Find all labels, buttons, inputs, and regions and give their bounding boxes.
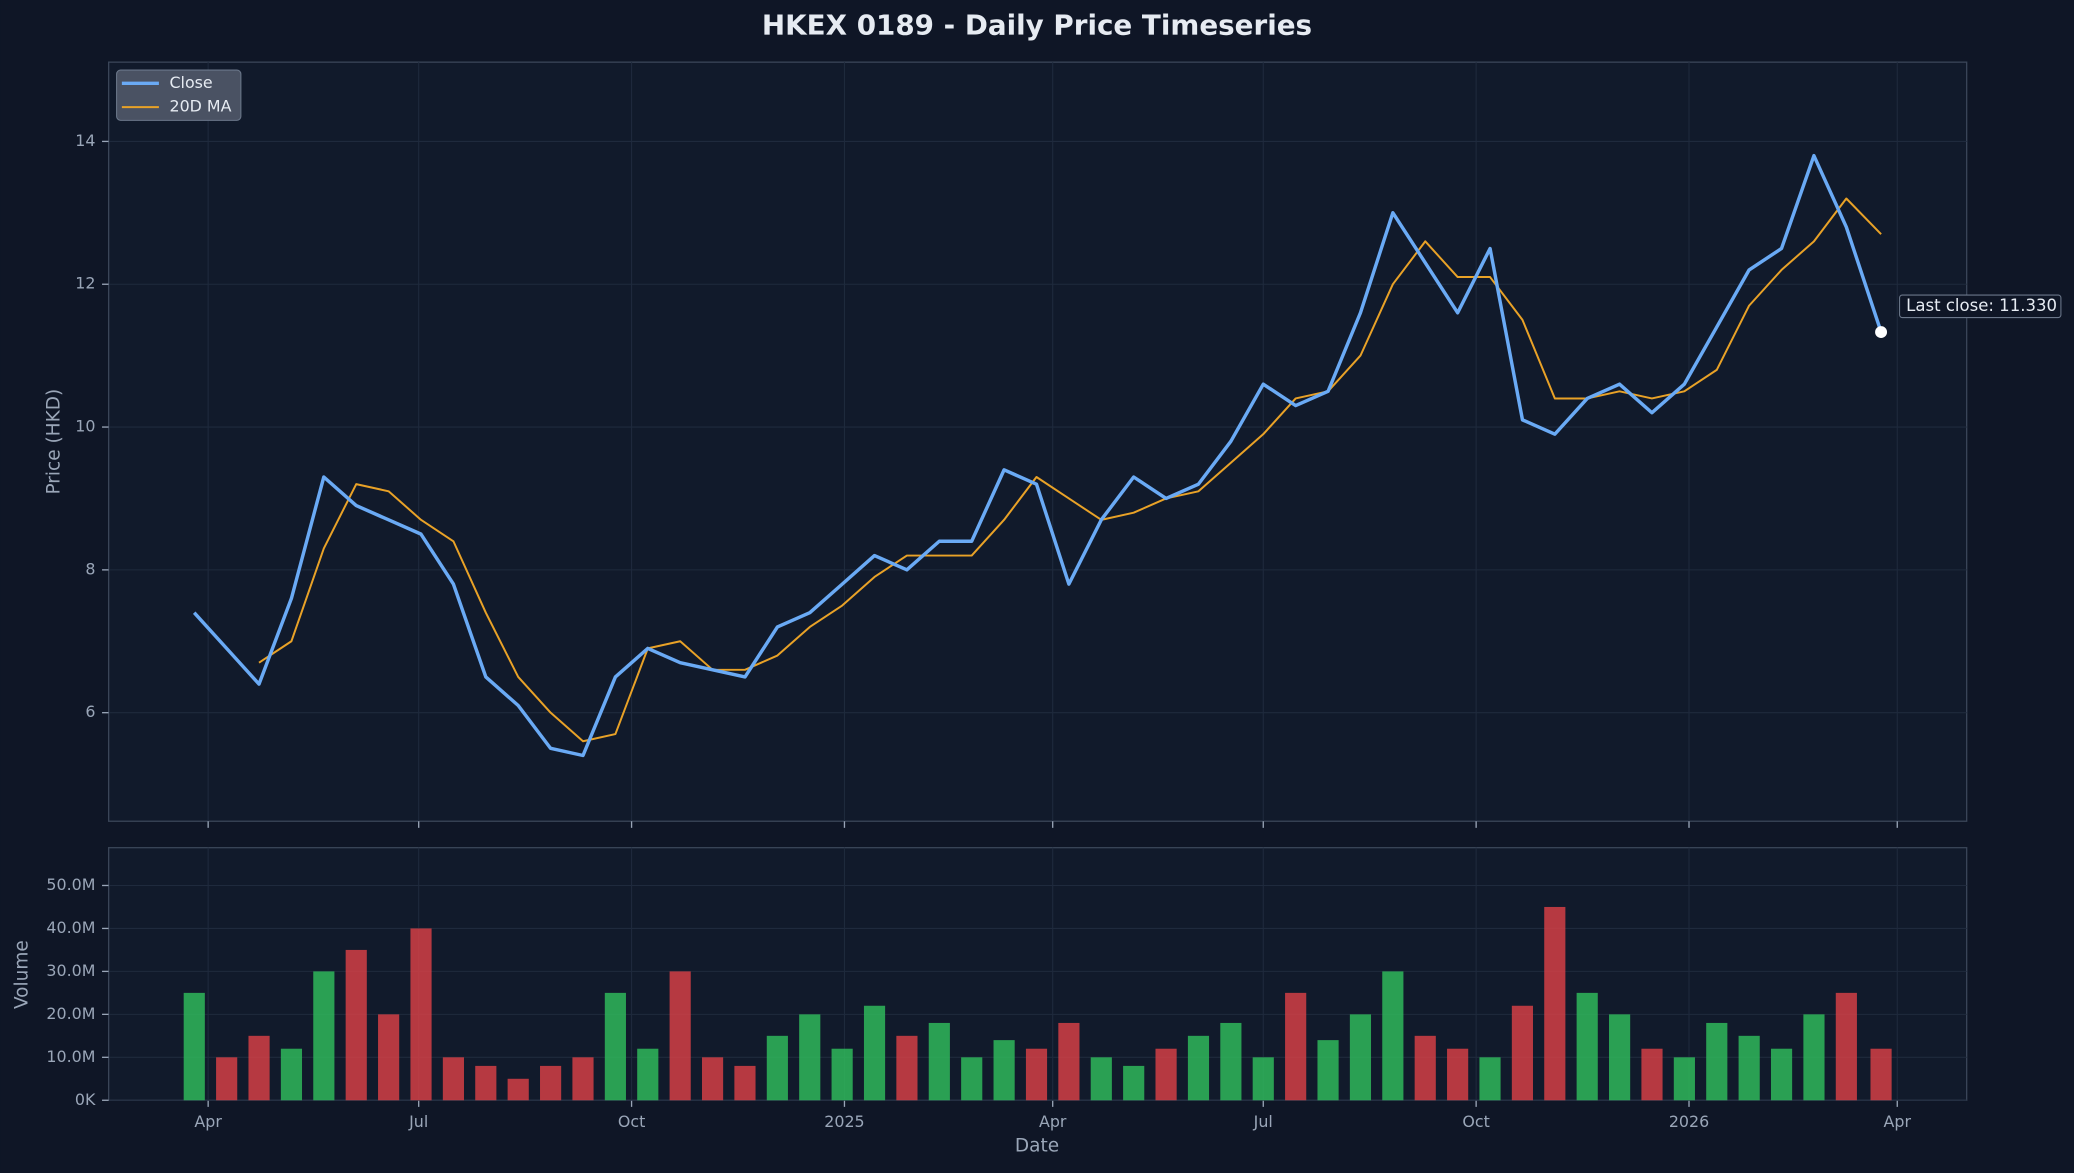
y-tick-label: 10 [75,417,95,436]
volume-bar [475,1065,497,1101]
volume-bar [1544,906,1566,1101]
volume-bar [831,1048,853,1101]
x-tick-label: Oct [1462,1112,1489,1131]
x-tick-label: Oct [618,1112,645,1131]
volume-bar [1870,1048,1892,1101]
legend-label: Close [169,73,212,92]
volume-bar [1576,992,1598,1101]
volume-axis-label: Volume [12,940,33,1009]
volume-bar [345,949,367,1101]
volume-bar [1479,1057,1501,1101]
volume-bar [1252,1057,1274,1101]
y-tick-label: 40.0M [46,918,95,937]
volume-bar [637,1048,659,1101]
y-tick-label: 8 [85,559,95,578]
volume-bar [669,971,691,1101]
volume-bar [1447,1048,1469,1101]
x-axis-label: Date [1015,1136,1059,1157]
volume-bar [734,1065,756,1101]
annotation-box [1899,294,2062,319]
volume-bar [378,1014,400,1101]
y-tick-label: 0K [75,1090,96,1109]
volume-bar [313,971,335,1101]
volume-bar [1155,1048,1177,1101]
x-tick-label: Jul [408,1112,428,1131]
volume-bar [1835,992,1857,1101]
series-line [192,153,1883,758]
series-line [258,197,1882,743]
legend: Close 20D MA [116,69,242,121]
volume-bar [540,1065,562,1101]
x-tick-label: Apr [1039,1112,1067,1131]
volume-bar [442,1057,464,1101]
volume-bar [1349,1014,1372,1101]
volume-bar [604,992,626,1101]
volume-bar [1187,1035,1210,1101]
volume-bar [1803,1014,1825,1101]
y-axis-label: Price (HKD) [43,389,64,495]
volume-bar [993,1040,1015,1101]
volume-bar [1706,1022,1728,1101]
volume-bar [799,1014,821,1101]
volume-bar [1317,1040,1339,1101]
last-close-marker [1875,326,1888,339]
volume-bar [1382,971,1404,1101]
volume-bar [1641,1048,1663,1101]
volume-bar [1285,992,1307,1101]
volume-bar [507,1078,529,1101]
volume-bar [928,1022,950,1101]
y-tick-label: 10.0M [46,1047,95,1066]
volume-bar [863,1005,886,1101]
x-tick-label: Jul [1253,1112,1273,1131]
volume-bar [1673,1057,1695,1101]
volume-bar [572,1057,594,1101]
volume-bar [183,992,205,1101]
volume-bar [1220,1022,1242,1101]
volume-bar [248,1035,270,1101]
x-tick-label: Apr [194,1112,222,1131]
volume-bar [216,1057,238,1101]
volume-bar [280,1048,303,1101]
y-tick-label: 12 [75,274,95,293]
y-tick-label: 6 [85,702,95,721]
y-tick-label: 50.0M [46,875,95,894]
volume-bar [1609,1014,1631,1101]
volume-bar [1770,1048,1793,1101]
y-tick-label: 14 [75,131,95,150]
legend-label: 20D MA [169,97,231,116]
x-tick-label: 2026 [1669,1112,1709,1131]
volume-bar [766,1035,788,1101]
volume-bar [1123,1065,1145,1101]
volume-bar [1738,1035,1760,1101]
volume-bar [1058,1022,1080,1101]
chart-title: HKEX 0189 - Daily Price Timeseries [762,8,1312,41]
volume-bar [961,1057,983,1101]
volume-bar [701,1057,724,1101]
volume-bar [410,928,432,1101]
x-tick-label: Apr [1884,1112,1912,1131]
y-tick-label: 30.0M [46,961,95,980]
annotation: Last close: 11.330 [1906,296,2057,315]
volume-bar [1090,1057,1112,1101]
y-tick-label: 20.0M [46,1004,95,1023]
volume-bar [896,1035,918,1101]
price-panel [107,61,1968,822]
x-tick-label: 2025 [824,1112,864,1131]
volume-bar [1414,1035,1436,1101]
volume-bar [1025,1048,1048,1101]
volume-bar [1511,1005,1533,1101]
